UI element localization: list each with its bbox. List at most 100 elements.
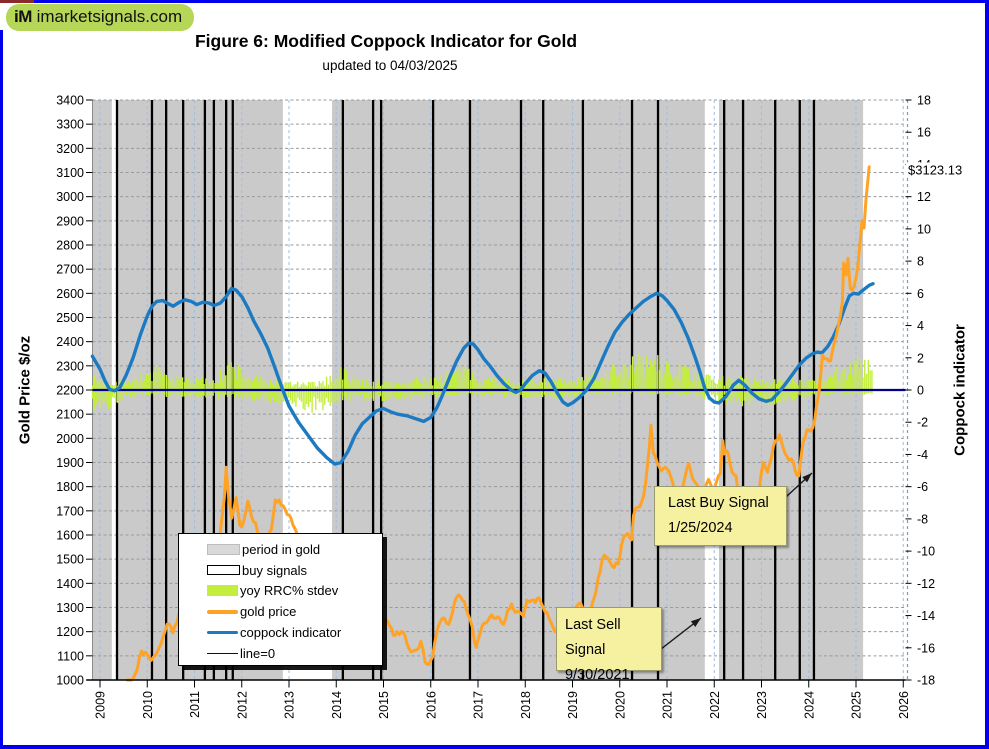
- svg-text:2021: 2021: [661, 691, 675, 719]
- svg-text:2020: 2020: [613, 691, 627, 719]
- buy-signals-swatch: [207, 565, 240, 576]
- period-in-gold-swatch: [207, 543, 240, 555]
- svg-text:1500: 1500: [56, 553, 84, 567]
- chart-title: Figure 6: Modified Coppock Indicator for…: [194, 31, 578, 51]
- frame-top-border: [0, 0, 989, 3]
- svg-text:2600: 2600: [56, 287, 84, 301]
- svg-text:-4: -4: [917, 448, 928, 462]
- svg-text:-10: -10: [917, 545, 935, 559]
- coppock-swatch: [207, 630, 238, 635]
- callout-line1: Last Buy Signal: [668, 495, 769, 511]
- legend-item-yoy-stdev: yoy RRC% stdev: [179, 581, 382, 602]
- svg-text:1000: 1000: [56, 674, 84, 688]
- svg-text:2025: 2025: [850, 691, 864, 719]
- svg-text:2023: 2023: [755, 691, 769, 719]
- svg-text:2013: 2013: [283, 691, 297, 719]
- callout-line2: 1/25/2024: [668, 520, 733, 536]
- svg-text:2500: 2500: [56, 311, 84, 325]
- svg-text:2014: 2014: [330, 691, 344, 719]
- legend-label: yoy RRC% stdev: [240, 583, 339, 599]
- svg-text:-8: -8: [917, 512, 928, 526]
- legend-item-gold-price: gold price: [179, 601, 382, 622]
- svg-text:-6: -6: [917, 480, 928, 494]
- svg-text:6: 6: [917, 287, 924, 301]
- svg-text:1200: 1200: [56, 625, 84, 639]
- svg-text:2700: 2700: [56, 263, 84, 277]
- svg-text:2016: 2016: [424, 691, 438, 719]
- svg-text:18: 18: [917, 94, 931, 108]
- svg-text:2100: 2100: [56, 408, 84, 422]
- svg-text:3100: 3100: [56, 166, 84, 180]
- svg-text:2026: 2026: [897, 691, 911, 719]
- callout-line2: 9/30/2021: [565, 667, 630, 683]
- svg-text:2900: 2900: [56, 214, 84, 228]
- svg-text:1600: 1600: [56, 529, 84, 543]
- svg-text:2400: 2400: [56, 335, 84, 349]
- svg-text:1900: 1900: [56, 456, 84, 470]
- legend-item-coppock: coppock indicator: [179, 622, 382, 643]
- svg-text:2800: 2800: [56, 239, 84, 253]
- frame-left-border: [0, 30, 3, 749]
- svg-text:2015: 2015: [377, 691, 391, 719]
- svg-text:3000: 3000: [56, 190, 84, 204]
- site-logo[interactable]: iM imarketsignals.com: [6, 4, 195, 31]
- svg-text:-16: -16: [917, 641, 935, 655]
- svg-text:2009: 2009: [94, 691, 108, 719]
- svg-text:10: 10: [917, 222, 931, 236]
- svg-text:1800: 1800: [56, 480, 84, 494]
- coppock-indicator-line: [90, 282, 875, 466]
- svg-text:1100: 1100: [57, 649, 84, 663]
- svg-text:2: 2: [917, 351, 924, 365]
- frame-top-maroon-segment: [0, 0, 34, 3]
- svg-text:2022: 2022: [708, 691, 722, 719]
- yoy-stdev-swatch: [207, 585, 238, 597]
- legend-label: buy signals: [242, 562, 308, 578]
- svg-text:1400: 1400: [56, 577, 84, 591]
- legend-item-period-in-gold: period in gold: [179, 539, 382, 560]
- svg-text:2017: 2017: [472, 691, 486, 719]
- svg-text:3200: 3200: [56, 142, 84, 156]
- svg-text:2011: 2011: [188, 691, 202, 718]
- svg-text:16: 16: [917, 126, 931, 140]
- chart-legend: period in gold buy signals yoy RRC% stde…: [178, 533, 383, 666]
- last-sell-signal-callout: Last Sell Signal 9/30/2021: [556, 607, 662, 683]
- legend-label: coppock indicator: [240, 625, 342, 641]
- svg-text:2010: 2010: [141, 691, 155, 719]
- logo-im-mark: iM: [14, 7, 32, 26]
- legend-label: period in gold: [242, 541, 321, 557]
- chart-subtitle: updated to 04/03/2025: [322, 58, 458, 73]
- frame-bottom-border: [0, 745, 989, 749]
- svg-text:-2: -2: [917, 416, 928, 430]
- svg-text:2012: 2012: [235, 691, 249, 719]
- callout-line1: Last Sell Signal: [565, 617, 621, 658]
- svg-text:2200: 2200: [56, 384, 84, 398]
- frame-right-border: [985, 0, 989, 749]
- axis-lines-and-ticks: [86, 99, 912, 688]
- svg-text:1700: 1700: [56, 504, 84, 518]
- gold-price-swatch: [207, 610, 238, 614]
- svg-text:-12: -12: [917, 577, 935, 591]
- legend-label: gold price: [240, 604, 297, 620]
- last-price-label: $3123.13: [906, 162, 965, 178]
- svg-text:2019: 2019: [566, 691, 580, 719]
- svg-text:12: 12: [917, 190, 931, 204]
- logo-domain-text: imarketsignals.com: [31, 7, 183, 26]
- svg-text:-18: -18: [917, 674, 935, 688]
- svg-text:0: 0: [917, 384, 924, 398]
- svg-text:-14: -14: [917, 609, 935, 623]
- legend-label: line=0: [240, 645, 276, 661]
- last-buy-signal-callout: Last Buy Signal 1/25/2024: [654, 486, 787, 546]
- svg-text:2000: 2000: [56, 432, 84, 446]
- svg-text:4: 4: [917, 319, 924, 333]
- axis-tick-labels: 3400 3300 3200 3100 3000 2900 2800 2700 2600 2500…: [56, 94, 935, 719]
- svg-text:2018: 2018: [519, 691, 533, 719]
- svg-text:2300: 2300: [56, 359, 84, 373]
- svg-text:2024: 2024: [802, 691, 816, 719]
- svg-text:8: 8: [917, 255, 924, 269]
- svg-text:3400: 3400: [56, 94, 84, 108]
- legend-item-line0: line=0: [179, 643, 382, 664]
- line0-swatch: [207, 652, 238, 655]
- legend-item-buy-signals: buy signals: [179, 560, 382, 581]
